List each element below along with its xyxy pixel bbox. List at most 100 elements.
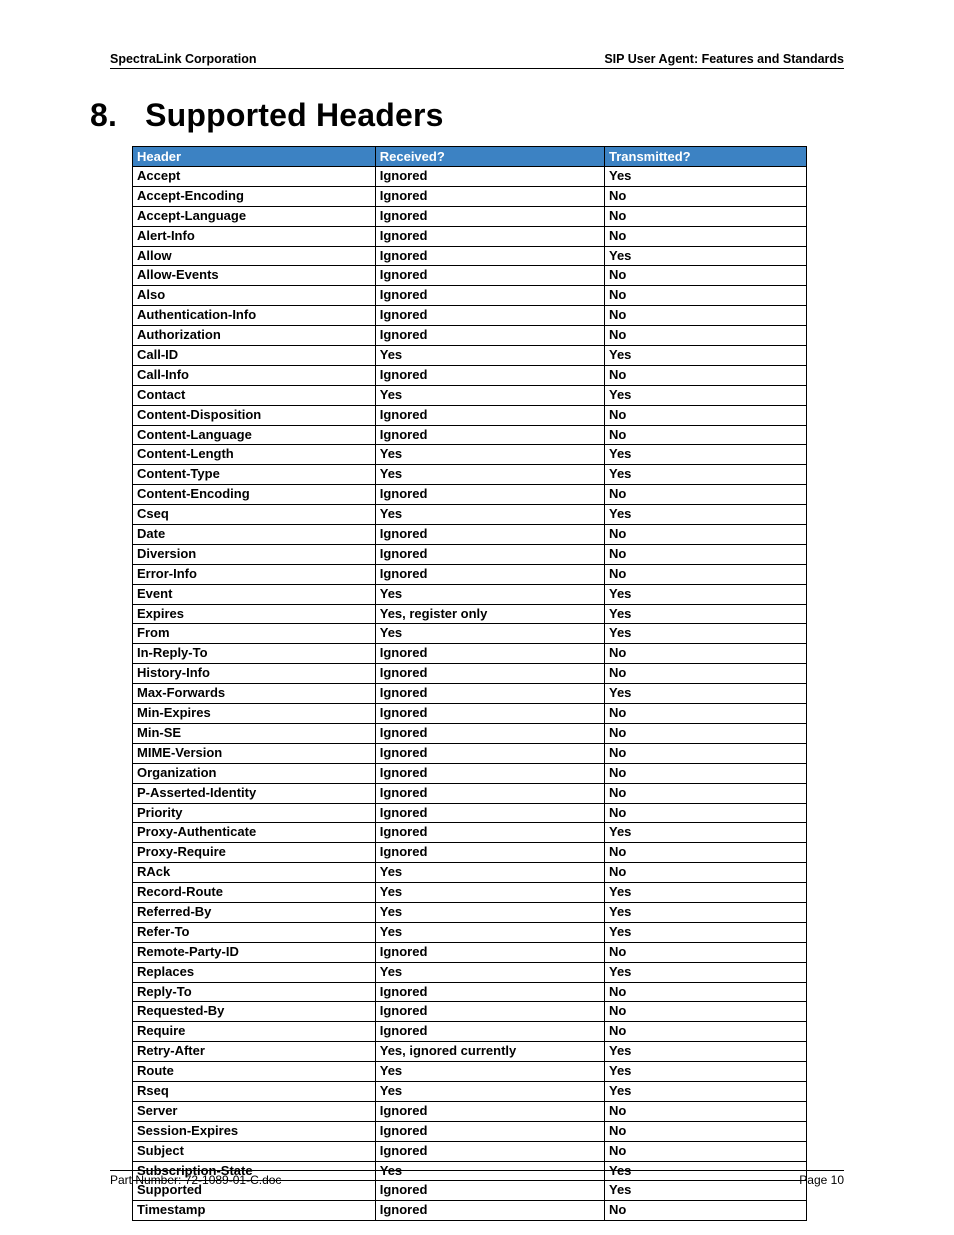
table-cell: Yes xyxy=(375,962,604,982)
table-row: P-Asserted-IdentityIgnoredNo xyxy=(133,783,807,803)
table-cell: No xyxy=(604,763,806,783)
table-cell: No xyxy=(604,485,806,505)
table-cell: Server xyxy=(133,1101,376,1121)
table-cell: Allow-Events xyxy=(133,266,376,286)
table-row: FromYesYes xyxy=(133,624,807,644)
table-cell: No xyxy=(604,206,806,226)
table-row: Content-DispositionIgnoredNo xyxy=(133,405,807,425)
table-cell: Yes xyxy=(375,346,604,366)
table-cell: Yes xyxy=(604,902,806,922)
table-cell: Ignored xyxy=(375,425,604,445)
table-row: AlsoIgnoredNo xyxy=(133,286,807,306)
table-row: History-InfoIgnoredNo xyxy=(133,664,807,684)
table-cell: Proxy-Require xyxy=(133,843,376,863)
table-cell: Content-Language xyxy=(133,425,376,445)
table-cell: No xyxy=(604,266,806,286)
table-cell: Yes xyxy=(375,863,604,883)
table-cell: Cseq xyxy=(133,505,376,525)
page-header: SpectraLink Corporation SIP User Agent: … xyxy=(110,52,844,69)
table-cell: Also xyxy=(133,286,376,306)
table-cell: Yes xyxy=(604,1062,806,1082)
table-cell: Ignored xyxy=(375,843,604,863)
page-footer: Part Number: 72-1089-01-C.doc Page 10 xyxy=(110,1170,844,1187)
table-cell: No xyxy=(604,982,806,1002)
table-cell: From xyxy=(133,624,376,644)
table-cell: Ignored xyxy=(375,664,604,684)
table-row: Content-LengthYesYes xyxy=(133,445,807,465)
table-cell: Accept-Language xyxy=(133,206,376,226)
table-cell: Ignored xyxy=(375,1141,604,1161)
table-row: AllowIgnoredYes xyxy=(133,246,807,266)
table-row: Requested-ByIgnoredNo xyxy=(133,1002,807,1022)
table-cell: Ignored xyxy=(375,326,604,346)
table-row: RseqYesYes xyxy=(133,1081,807,1101)
table-row: Session-ExpiresIgnoredNo xyxy=(133,1121,807,1141)
table-cell: Yes xyxy=(375,883,604,903)
table-cell: Yes, register only xyxy=(375,604,604,624)
table-cell: Authentication-Info xyxy=(133,306,376,326)
table-cell: Alert-Info xyxy=(133,226,376,246)
table-cell: Ignored xyxy=(375,186,604,206)
section-heading-text: Supported Headers xyxy=(145,97,444,133)
table-row: Allow-EventsIgnoredNo xyxy=(133,266,807,286)
table-cell: Expires xyxy=(133,604,376,624)
table-cell: Rseq xyxy=(133,1081,376,1101)
table-cell: Yes xyxy=(375,445,604,465)
table-cell: Yes xyxy=(604,1081,806,1101)
table-cell: Yes xyxy=(375,385,604,405)
table-row: Call-IDYesYes xyxy=(133,346,807,366)
table-cell: Ignored xyxy=(375,783,604,803)
table-row: Retry-AfterYes, ignored currentlyYes xyxy=(133,1042,807,1062)
table-row: TimestampIgnoredNo xyxy=(133,1201,807,1221)
table-cell: Content-Length xyxy=(133,445,376,465)
table-cell: Yes xyxy=(604,823,806,843)
table-cell: Yes xyxy=(604,684,806,704)
table-cell: Accept xyxy=(133,167,376,187)
table-cell: Ignored xyxy=(375,266,604,286)
table-cell: Record-Route xyxy=(133,883,376,903)
table-cell: Ignored xyxy=(375,1101,604,1121)
table-cell: No xyxy=(604,226,806,246)
table-cell: Yes xyxy=(604,584,806,604)
table-cell: Yes xyxy=(604,505,806,525)
table-cell: Ignored xyxy=(375,704,604,724)
table-row: Reply-ToIgnoredNo xyxy=(133,982,807,1002)
table-cell: Yes xyxy=(604,445,806,465)
table-cell: P-Asserted-Identity xyxy=(133,783,376,803)
table-cell: No xyxy=(604,704,806,724)
table-row: Call-InfoIgnoredNo xyxy=(133,365,807,385)
table-cell: Ignored xyxy=(375,823,604,843)
table-cell: No xyxy=(604,525,806,545)
table-row: AcceptIgnoredYes xyxy=(133,167,807,187)
table-cell: Ignored xyxy=(375,723,604,743)
table-cell: Yes xyxy=(375,465,604,485)
table-cell: Yes xyxy=(604,167,806,187)
table-row: DiversionIgnoredNo xyxy=(133,544,807,564)
table-cell: Yes xyxy=(375,1062,604,1082)
table-cell: No xyxy=(604,425,806,445)
table-cell: Ignored xyxy=(375,286,604,306)
footer-left: Part Number: 72-1089-01-C.doc xyxy=(110,1173,281,1187)
table-cell: No xyxy=(604,1002,806,1022)
table-cell: Subject xyxy=(133,1141,376,1161)
table-cell: Ignored xyxy=(375,306,604,326)
table-cell: Yes xyxy=(375,624,604,644)
table-cell: Content-Encoding xyxy=(133,485,376,505)
table-row: Referred-ByYesYes xyxy=(133,902,807,922)
table-cell: No xyxy=(604,803,806,823)
table-cell: Yes xyxy=(604,624,806,644)
table-cell: Ignored xyxy=(375,564,604,584)
table-cell: Ignored xyxy=(375,206,604,226)
table-cell: Yes xyxy=(604,246,806,266)
table-cell: RAck xyxy=(133,863,376,883)
table-cell: Ignored xyxy=(375,942,604,962)
table-cell: Yes xyxy=(604,962,806,982)
table-row: OrganizationIgnoredNo xyxy=(133,763,807,783)
table-cell: No xyxy=(604,1101,806,1121)
table-row: Record-RouteYesYes xyxy=(133,883,807,903)
table-cell: No xyxy=(604,286,806,306)
table-cell: No xyxy=(604,365,806,385)
footer-right: Page 10 xyxy=(799,1173,844,1187)
table-cell: Ignored xyxy=(375,1121,604,1141)
table-cell: Ignored xyxy=(375,365,604,385)
